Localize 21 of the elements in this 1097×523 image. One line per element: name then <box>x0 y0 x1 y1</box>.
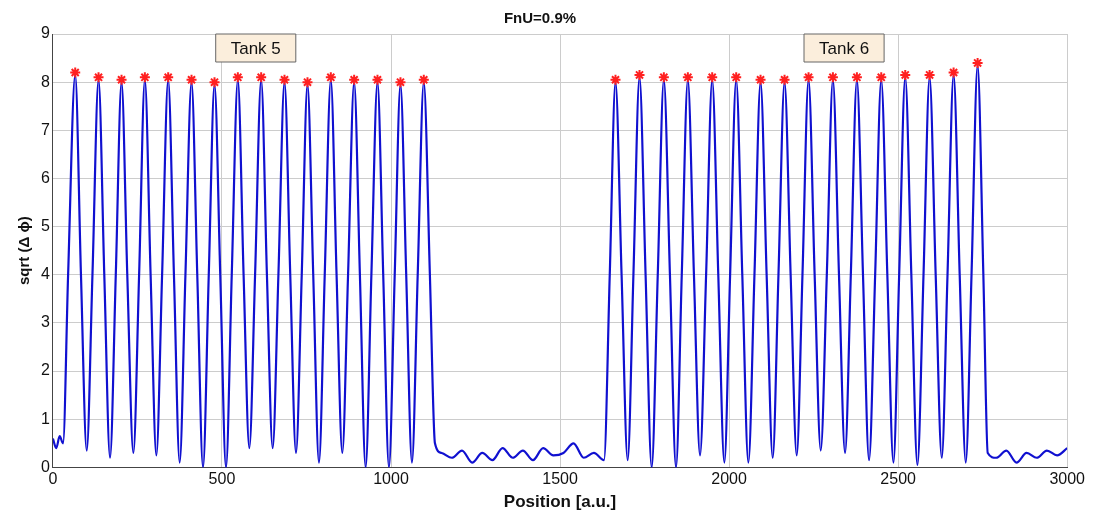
y-tick-label: 7 <box>40 120 50 138</box>
x-tick-label: 1000 <box>373 470 409 488</box>
x-axis-title: Position [a.u.] <box>503 492 617 512</box>
y-tick-label: 8 <box>40 72 50 90</box>
y-tick-label: 9 <box>40 24 50 42</box>
y-tick-label: 2 <box>40 361 50 379</box>
x-tick-label: 2500 <box>880 470 917 488</box>
x-tick-label: 2000 <box>711 470 747 488</box>
y-tick-label: 0 <box>40 457 50 475</box>
annotation: Tank 6 <box>819 38 870 58</box>
x-tick-label: 1500 <box>542 470 578 488</box>
y-tick-label: 1 <box>40 409 50 427</box>
y-tick-label: 4 <box>40 265 50 283</box>
annotation: Tank 5 <box>230 38 281 58</box>
y-axis-title: sqrt (Δ ϕ) <box>15 216 33 286</box>
x-tick-label: 500 <box>208 470 236 488</box>
y-tick-label: 5 <box>40 217 50 235</box>
y-tick-label: 6 <box>40 168 50 186</box>
y-tick-label: 3 <box>40 313 50 331</box>
x-tick-label: 3000 <box>1049 470 1086 488</box>
chart-title: FnU=0.9% <box>503 9 577 27</box>
